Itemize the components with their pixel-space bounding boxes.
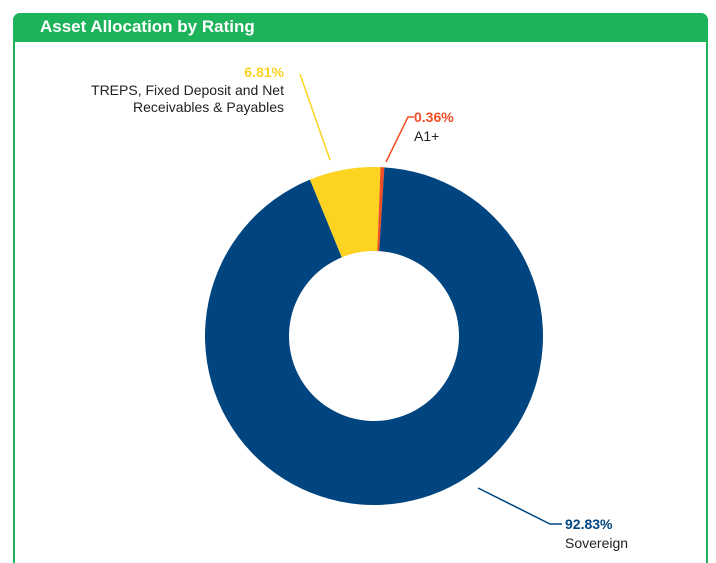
value-label: 0.36%	[414, 109, 454, 125]
donut-slice	[309, 167, 381, 258]
category-label: Sovereign	[565, 535, 629, 551]
leader-line	[385, 116, 414, 163]
card-header	[13, 13, 708, 42]
donut-slice	[377, 167, 385, 252]
value-label: 92.83%	[565, 516, 613, 532]
chart-title: Asset Allocation by Rating	[40, 17, 255, 36]
leader-line	[299, 73, 331, 161]
category-label: A1+	[414, 128, 440, 144]
leader-line	[477, 487, 562, 525]
donut-slice	[205, 167, 543, 506]
category-label: TREPS, Fixed Deposit and Net Receivables…	[91, 82, 284, 115]
value-label: 6.81%	[244, 64, 284, 80]
